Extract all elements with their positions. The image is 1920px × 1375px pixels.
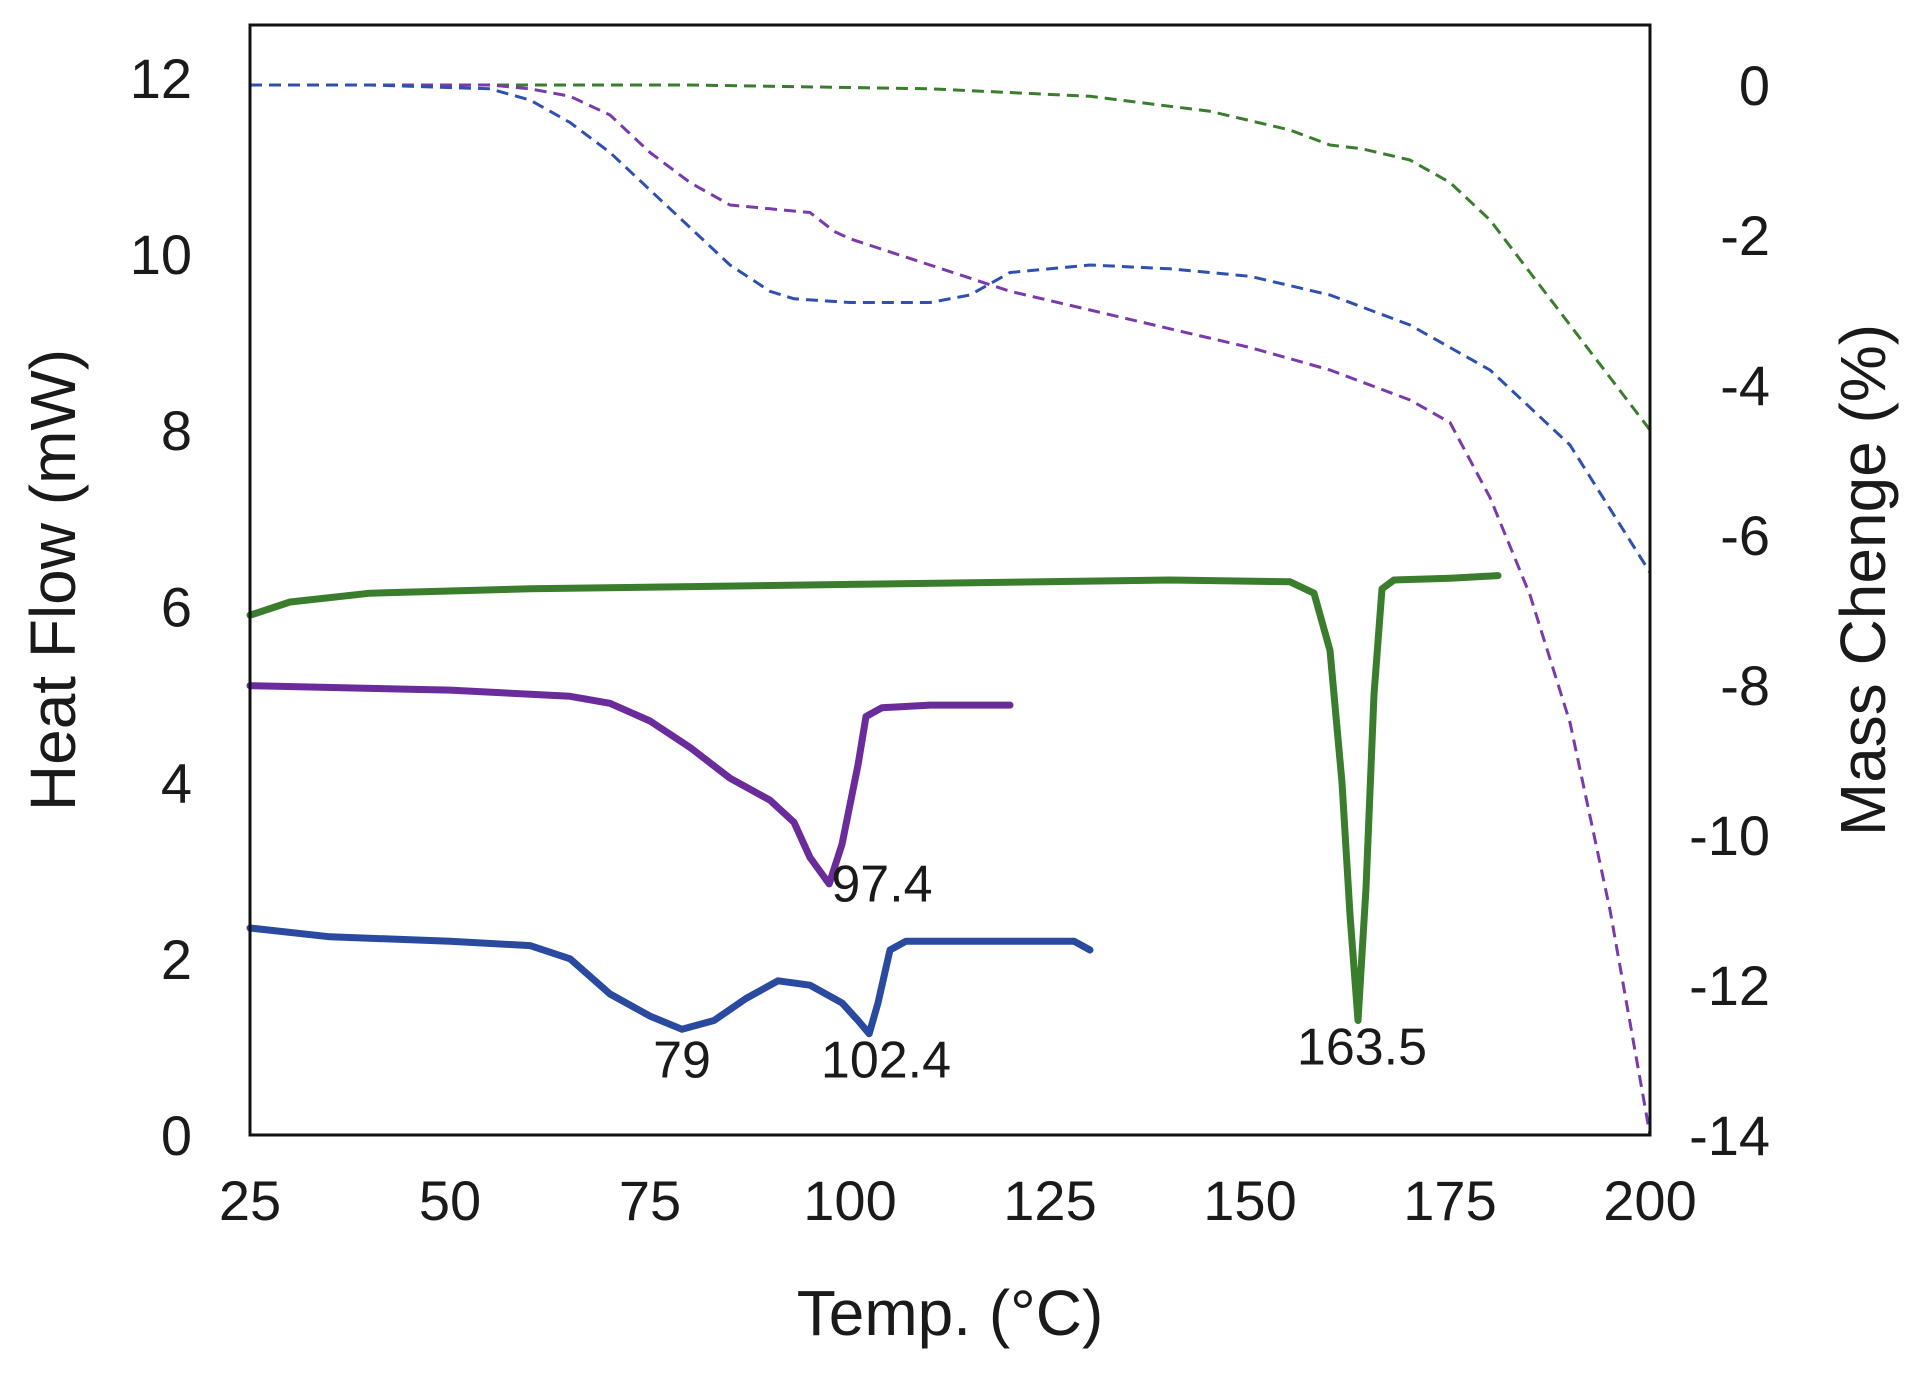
peak-annotation: 97.4 bbox=[831, 856, 932, 914]
annotations: 97.4 79 102.4 163.5 bbox=[653, 856, 1427, 1090]
y-left-tick-label: 8 bbox=[161, 399, 192, 462]
x-tick-label: 50 bbox=[419, 1169, 481, 1232]
y-left-tick-label: 4 bbox=[161, 752, 192, 815]
plot-frame bbox=[248, 23, 1652, 1137]
dsc-curve-blue bbox=[246, 924, 1094, 1038]
y-left-tick-label: 12 bbox=[130, 47, 192, 110]
peak-annotation: 163.5 bbox=[1297, 1019, 1427, 1077]
dsc-curve-green bbox=[246, 572, 1502, 1024]
x-tick-label: 75 bbox=[619, 1169, 681, 1232]
tg-curve-blue bbox=[250, 83, 1652, 574]
x-tick-label: 150 bbox=[1203, 1169, 1296, 1232]
y-left-tick-label: 0 bbox=[161, 1104, 192, 1167]
series-lines bbox=[246, 83, 1652, 1136]
tick-labels: 25 50 75 100 125 150 175 200 0 2 4 6 8 10 12 0 -2 -4 -6 -8 -… bbox=[130, 47, 1770, 1232]
peak-annotation: 79 bbox=[653, 1032, 711, 1090]
dsc-curve-purple bbox=[246, 682, 1014, 888]
y-right-tick-label: -4 bbox=[1720, 354, 1770, 417]
x-tick-label: 100 bbox=[803, 1169, 896, 1232]
peak-annotation: 102.4 bbox=[821, 1032, 951, 1090]
x-tick-label: 200 bbox=[1603, 1169, 1696, 1232]
y-right-tick-label: -8 bbox=[1720, 654, 1770, 717]
y-axis-right-title: Mass Chenge (%) bbox=[1827, 324, 1899, 836]
y-left-tick-label: 2 bbox=[161, 928, 192, 991]
y-left-tick-label: 6 bbox=[161, 575, 192, 638]
tg-curve-purple bbox=[250, 83, 1652, 1136]
y-left-tick-label: 10 bbox=[130, 223, 192, 286]
y-right-tick-label: -14 bbox=[1689, 1104, 1770, 1167]
x-tick-label: 175 bbox=[1403, 1169, 1496, 1232]
y-right-tick-label: -2 bbox=[1720, 204, 1770, 267]
x-axis-title: Temp. (°C) bbox=[797, 1277, 1104, 1349]
tg-curve-green bbox=[250, 83, 1652, 431]
x-tick-label: 125 bbox=[1003, 1169, 1096, 1232]
y-axis-left-title: Heat Flow (mW) bbox=[17, 349, 89, 811]
y-right-tick-label: -12 bbox=[1689, 954, 1770, 1017]
x-tick-label: 25 bbox=[219, 1169, 281, 1232]
y-right-tick-label: 0 bbox=[1739, 54, 1770, 117]
y-right-tick-label: -10 bbox=[1689, 804, 1770, 867]
y-right-tick-label: -6 bbox=[1720, 504, 1770, 567]
